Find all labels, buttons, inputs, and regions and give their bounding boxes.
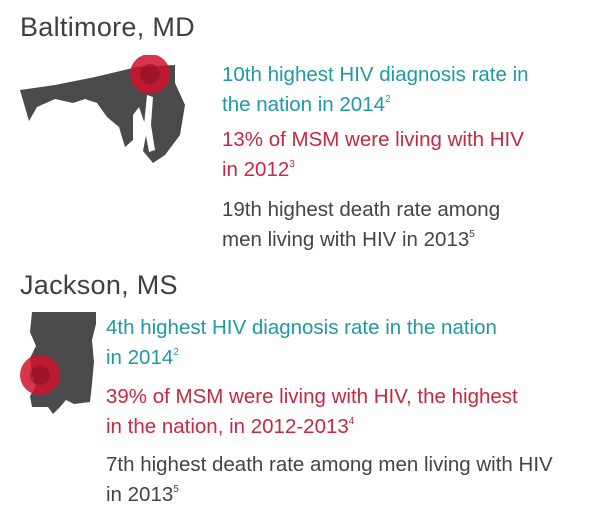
city-title-jackson: Jackson, MS — [20, 270, 178, 300]
footnote-ref: 5 — [469, 229, 475, 240]
fact-jackson-death: 7th highest death rate among men living … — [106, 450, 553, 510]
fact-line-2: men living with HIV in 2013 — [222, 228, 470, 251]
fact-jackson-diagnosis: 4th highest HIV diagnosis rate in the na… — [106, 313, 497, 373]
fact-line-1: 7th highest death rate among men living … — [106, 453, 553, 476]
fact-baltimore-death: 19th highest death rate among men living… — [222, 195, 500, 255]
fact-line-2: in 2013 — [106, 483, 174, 506]
fact-line-1: 19th highest death rate among — [222, 198, 501, 221]
fact-line-1: 10th highest HIV diagnosis rate in — [222, 63, 529, 86]
fact-line-1: 39% of MSM were living with HIV, the hig… — [106, 385, 518, 408]
maryland-map — [20, 55, 185, 163]
fact-jackson-msm: 39% of MSM were living with HIV, the hig… — [106, 382, 518, 442]
fact-line-2: in 2012 — [222, 158, 290, 181]
footnote-ref: 3 — [289, 159, 295, 170]
mississippi-map — [20, 312, 96, 414]
footnote-ref: 4 — [348, 416, 355, 427]
city-title-baltimore: Baltimore, MD — [20, 12, 195, 42]
fact-line-2: in the nation, in 2012-2013 — [106, 415, 349, 438]
fact-line-1: 13% of MSM were living with HIV — [222, 128, 524, 151]
fact-line-2: in 2014 — [106, 346, 174, 369]
footnote-ref: 2 — [173, 347, 179, 358]
fact-baltimore-diagnosis: 10th highest HIV diagnosis rate in the n… — [222, 60, 529, 120]
footnote-ref: 2 — [385, 94, 391, 105]
fact-baltimore-msm: 13% of MSM were living with HIV in 20123 — [222, 125, 524, 185]
footnote-ref: 5 — [173, 484, 179, 495]
fact-line-1: 4th highest HIV diagnosis rate in the na… — [106, 316, 497, 339]
fact-line-2: the nation in 2014 — [222, 93, 385, 116]
